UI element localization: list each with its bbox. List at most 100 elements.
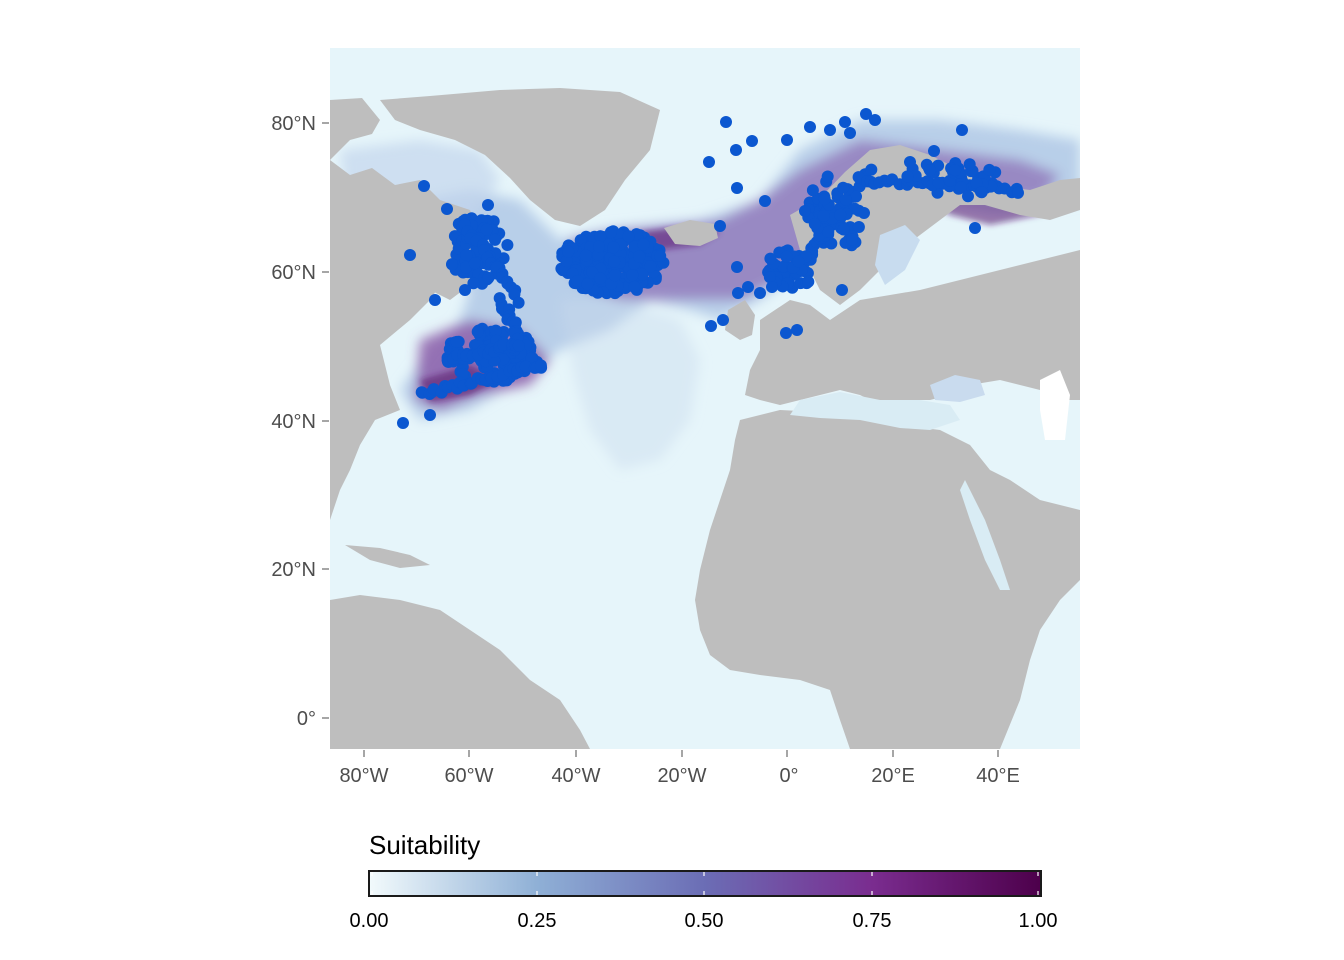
- occurrence-point: [732, 287, 744, 299]
- occurrence-point: [607, 241, 620, 254]
- map-panel: [330, 48, 1080, 749]
- y-tick-label: 80°N: [271, 113, 316, 135]
- occurrence-point: [594, 272, 607, 285]
- occurrence-point: [808, 218, 821, 230]
- occurrence-point: [824, 124, 836, 136]
- occurrence-point: [975, 186, 988, 199]
- north-america: [330, 98, 480, 520]
- caribbean: [345, 545, 430, 568]
- occurrence-point: [654, 250, 667, 262]
- british-isles: [725, 300, 755, 340]
- occurrence-point: [424, 409, 436, 421]
- x-tick-label: 0°: [779, 765, 798, 787]
- occurrence-point: [932, 176, 945, 189]
- occurrence-point: [397, 417, 409, 429]
- occurrence-point: [869, 114, 881, 126]
- occurrence-point: [446, 258, 458, 271]
- x-tick-label: 80°W: [339, 765, 388, 787]
- occurrence-point: [489, 324, 502, 337]
- occurrence-point: [604, 226, 617, 239]
- occurrence-point: [839, 116, 851, 128]
- occurrence-point: [482, 271, 495, 284]
- occurrence-point: [581, 278, 594, 291]
- occurrence-point: [429, 294, 441, 306]
- legend-tick-label: 0.75: [853, 910, 892, 932]
- occurrence-point: [904, 156, 916, 168]
- iceland: [664, 220, 718, 246]
- occurrence-point: [923, 164, 936, 177]
- occurrence-point: [637, 238, 650, 251]
- occurrence-point: [865, 163, 878, 176]
- occurrence-point: [441, 203, 453, 215]
- occurrence-point: [608, 269, 621, 282]
- occurrence-point: [471, 325, 484, 338]
- occurrence-point: [804, 121, 816, 133]
- occurrence-point: [983, 163, 996, 176]
- occurrence-point: [766, 281, 778, 293]
- occurrence-point: [836, 284, 848, 296]
- occurrence-point: [450, 335, 463, 348]
- y-tick-label: 60°N: [271, 262, 316, 284]
- occurrence-point: [746, 135, 758, 147]
- occurrence-point: [742, 281, 754, 293]
- occurrence-point: [1012, 186, 1024, 199]
- occurrence-point: [822, 225, 835, 238]
- occurrence-point: [717, 314, 729, 326]
- colorbar: [368, 870, 1042, 897]
- occurrence-point: [460, 248, 473, 261]
- occurrence-point: [633, 250, 646, 263]
- legend-title: Suitability: [369, 830, 480, 860]
- x-tick-label: 60°W: [444, 765, 493, 787]
- legend-tick-label: 1.00: [1019, 910, 1058, 932]
- occurrence-point: [969, 222, 981, 234]
- occurrence-point: [901, 170, 914, 183]
- occurrence-point: [512, 339, 525, 352]
- occurrence-point: [714, 220, 726, 232]
- y-tick-label: 20°N: [271, 559, 316, 581]
- occurrence-point: [730, 144, 742, 156]
- occurrence-point: [777, 260, 790, 273]
- occurrence-point: [731, 182, 743, 194]
- africa: [695, 410, 1080, 749]
- occurrence-point: [703, 156, 715, 168]
- legend-tick-label: 0.50: [685, 910, 724, 932]
- occurrence-point: [626, 269, 639, 282]
- occurrence-point: [497, 338, 510, 351]
- x-axis: 80°W 60°W 40°W 20°W 0° 20°E 40°E: [339, 750, 1020, 787]
- occurrence-point: [850, 190, 862, 203]
- occurrence-point: [844, 127, 856, 139]
- occurrence-point: [802, 275, 815, 288]
- occurrence-point: [860, 108, 872, 120]
- x-tick-label: 20°E: [871, 765, 915, 787]
- occurrence-point: [480, 223, 493, 236]
- occurrence-point: [705, 320, 717, 332]
- occurrence-point: [644, 260, 657, 273]
- occurrence-point: [764, 252, 777, 265]
- occurrence-point: [962, 190, 974, 203]
- south-america: [330, 595, 590, 749]
- occurrence-point: [482, 199, 494, 211]
- occurrence-point: [970, 177, 983, 189]
- greenland: [380, 88, 660, 226]
- occurrence-point: [562, 245, 575, 258]
- occurrence-point: [608, 255, 621, 268]
- occurrence-point: [817, 210, 830, 222]
- occurrence-point: [512, 296, 525, 309]
- y-tick-label: 0°: [297, 708, 316, 730]
- occurrence-point: [534, 359, 547, 372]
- x-tick-label: 40°W: [551, 765, 600, 787]
- occurrence-point: [418, 180, 430, 192]
- occurrence-point: [731, 261, 743, 273]
- europe: [745, 250, 1080, 405]
- inland-seas: [790, 225, 1070, 590]
- occurrence-point: [571, 275, 584, 287]
- occurrence-point: [636, 268, 649, 281]
- y-axis: 80°N 60°N 40°N 20°N 0°: [271, 113, 329, 730]
- occurrence-point: [467, 277, 480, 290]
- occurrence-point: [858, 207, 870, 219]
- occurrence-point: [834, 208, 847, 221]
- occurrence-point: [781, 134, 793, 146]
- occurrence-point: [839, 193, 852, 206]
- colorbar-legend: Suitability 0.00 0.25 0.50 0.75 1.00: [350, 830, 1058, 932]
